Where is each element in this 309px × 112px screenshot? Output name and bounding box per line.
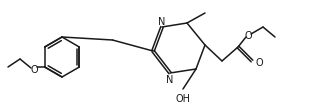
- Text: O: O: [244, 31, 252, 41]
- Text: O: O: [30, 64, 38, 74]
- Text: N: N: [158, 17, 166, 27]
- Text: OH: OH: [176, 93, 191, 103]
- Text: O: O: [256, 57, 264, 67]
- Text: N: N: [166, 74, 174, 84]
